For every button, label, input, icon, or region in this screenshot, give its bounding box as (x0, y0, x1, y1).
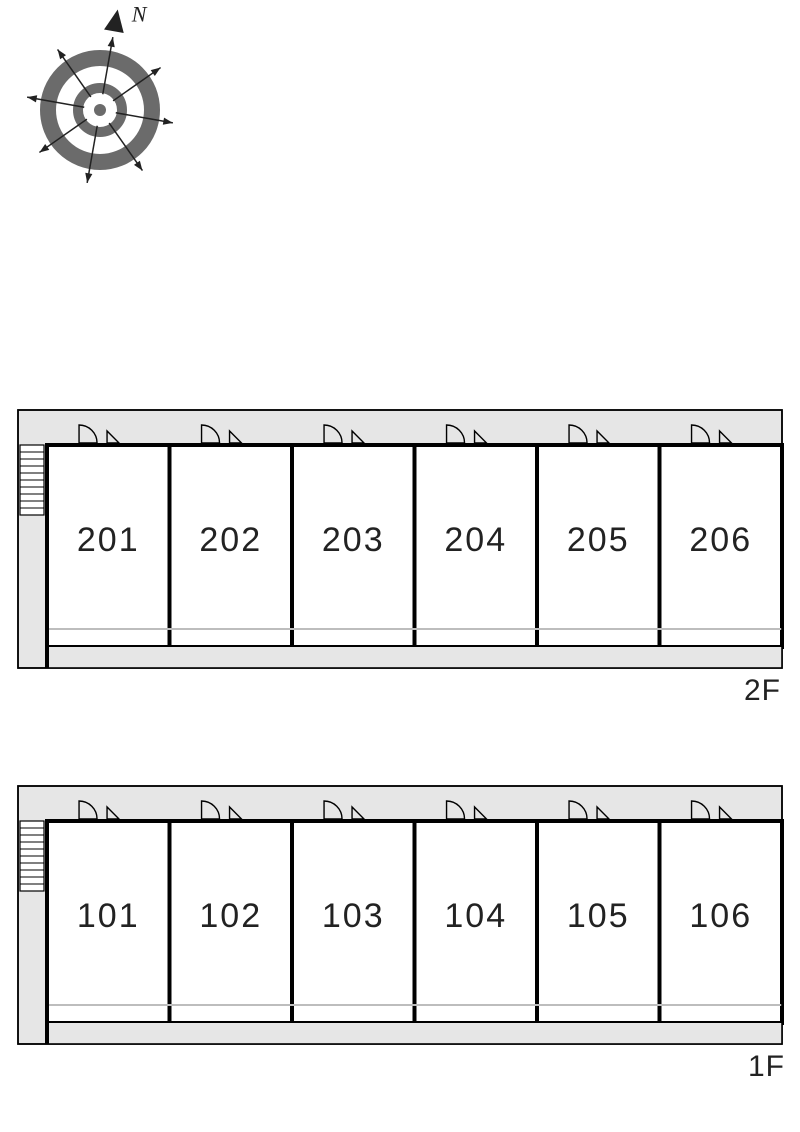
floor-label-1F: 1F (748, 1050, 785, 1083)
unit-label-106: 106 (689, 897, 752, 935)
unit-label-203: 203 (322, 521, 385, 559)
unit-label-103: 103 (322, 897, 385, 935)
unit-label-202: 202 (199, 521, 262, 559)
floor1: 101 102 103 104 105 106 (18, 786, 782, 1044)
unit-label-102: 102 (199, 897, 262, 935)
unit-label-204: 204 (444, 521, 507, 559)
unit-label-105: 105 (567, 897, 630, 935)
compass-north-arrow (104, 10, 124, 33)
unit-label-206: 206 (689, 521, 752, 559)
floor-label-2F: 2F (744, 674, 781, 707)
compass-rose: N (27, 2, 173, 183)
compass-north-label: N (131, 2, 148, 27)
floorplan-stage: N2012022032042052062F1011021031041051061… (0, 0, 800, 1132)
unit-label-104: 104 (444, 897, 507, 935)
floor2: 201 202 203 204 205 206 (18, 410, 782, 668)
unit-label-205: 205 (567, 521, 630, 559)
unit-label-101: 101 (77, 897, 140, 935)
unit-label-201: 201 (77, 521, 140, 559)
